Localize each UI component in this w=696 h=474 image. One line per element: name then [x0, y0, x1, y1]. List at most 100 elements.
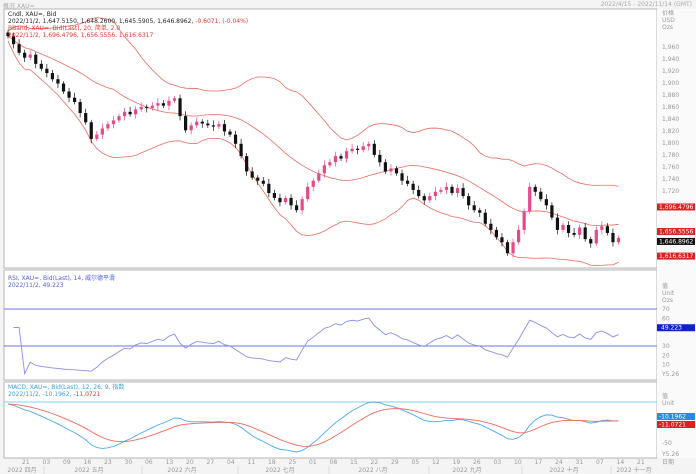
candle-body — [84, 113, 88, 123]
candle-body — [17, 44, 21, 53]
rsi-value: 2022/11/2, 49.223 — [8, 282, 64, 289]
candle-body — [328, 162, 332, 166]
day-tick-label: 20 — [186, 459, 194, 466]
candle-body — [533, 186, 537, 192]
price-tick-label: 1,960 — [662, 44, 679, 51]
candle-body — [522, 211, 526, 230]
candle-body — [600, 226, 604, 230]
date-range: 2022/4/15 - 2022/11/14 (GMT) — [600, 1, 692, 8]
candle-body — [261, 180, 265, 184]
candle-body — [572, 232, 576, 235]
candle-body — [489, 223, 493, 230]
macd-signal-badge-text: -11.0721 — [659, 422, 686, 429]
candle-body — [461, 188, 465, 197]
day-tick-label: 31 — [576, 459, 584, 466]
candle-body — [300, 199, 304, 211]
rsi-axis-header: Ozs — [662, 297, 673, 304]
candle-body — [45, 68, 49, 74]
day-tick-label: 15 — [350, 459, 358, 466]
day-tick-label: 17 — [535, 459, 543, 466]
candle-body — [500, 237, 504, 243]
bband-upper — [7, 17, 619, 187]
month-label: 2022 八月 — [358, 467, 387, 474]
day-tick-label: 07 — [596, 459, 604, 466]
candle-body — [605, 226, 609, 233]
candle-body — [11, 36, 16, 45]
day-tick-label: 08 — [330, 459, 338, 466]
price-tick-label: 1,840 — [662, 116, 679, 123]
day-tick-label: 11 — [248, 459, 256, 466]
upper-band-badge-text: 1,696.4796 — [659, 204, 694, 211]
rsi-axis-header: 值 — [662, 282, 668, 290]
candle-body — [539, 191, 543, 200]
day-tick-label: 09 — [63, 459, 71, 466]
month-label: 2022 九月 — [452, 466, 481, 474]
candle-body — [50, 73, 54, 80]
candle-body — [511, 242, 515, 254]
candle-body — [394, 168, 399, 174]
candle-body — [422, 196, 426, 201]
candle-body — [478, 210, 482, 213]
candle-body — [6, 32, 10, 37]
day-tick-label: 13 — [166, 459, 174, 466]
macd-legend: MACD, XAU=, Bid(Last), 12, 26, 9, 指数 202… — [8, 384, 124, 398]
day-tick-label: 29 — [391, 459, 399, 466]
series-name: Cndl, XAU=, Bid — [8, 11, 57, 18]
candle-body — [217, 124, 221, 127]
month-label: 2022 七月 — [265, 466, 294, 474]
rsi-name: RSI, XAU=, Bid(Last), 14, 威尔德平滑 — [8, 275, 116, 282]
candle-body — [450, 186, 454, 193]
candle-body — [178, 98, 182, 117]
macd-signal-badge — [657, 421, 695, 428]
candle-body — [161, 103, 165, 106]
macd-signal-value: -11.0721 — [73, 391, 101, 398]
candle-body — [483, 212, 487, 224]
candle-body — [517, 229, 521, 243]
day-tick-label: 01 — [309, 459, 317, 466]
macd-axis-header: Unit — [662, 400, 675, 407]
rsi-tick-label: 10 — [662, 362, 670, 369]
candle-body — [89, 122, 93, 139]
candle-body — [184, 116, 188, 131]
candle-body — [594, 229, 598, 244]
macd-tick-label: -50 — [662, 440, 672, 447]
day-tick-label: 03 — [43, 459, 51, 466]
candle-body — [189, 125, 193, 131]
candle-body — [372, 143, 376, 155]
candle-body — [550, 205, 554, 218]
candle-body — [134, 109, 138, 115]
day-tick-label: 25 — [289, 459, 297, 466]
candle-body — [311, 180, 315, 187]
candle-body — [333, 156, 338, 163]
candle-body — [67, 91, 71, 98]
candle-body — [295, 205, 299, 211]
candle-body — [117, 116, 121, 121]
day-tick-label: 23 — [104, 459, 112, 466]
candle-body — [383, 162, 387, 172]
price-tick-label: 1,760 — [662, 164, 679, 171]
candle-body — [339, 156, 343, 159]
day-tick-label: 06 — [145, 459, 153, 466]
candle-body — [167, 100, 171, 106]
lower-band-badge — [657, 252, 695, 260]
price-tick-label: 1,860 — [662, 104, 679, 111]
day-tick-label: 30 — [125, 459, 133, 466]
ohlc-values: 2022/11/2, 1,647.5150, 1,648.2600, 1,645… — [8, 18, 194, 25]
day-tick-label: 22 — [371, 459, 379, 466]
rsi-tick-label: 60 — [662, 315, 670, 322]
candle-body — [583, 227, 587, 240]
candle-body — [156, 103, 160, 106]
candle-body — [28, 54, 32, 58]
day-tick-label: 18 — [268, 459, 276, 466]
candle-body — [544, 199, 548, 206]
candle-body — [344, 151, 349, 159]
window-title: 概况 XAU= — [3, 3, 35, 10]
rsi-axis-header: Unit — [662, 290, 675, 297]
candle-body — [494, 229, 498, 238]
candle-body — [455, 188, 460, 193]
candle-body — [406, 180, 410, 184]
rsi-badge-text: 49.223 — [661, 325, 682, 332]
macd-signal-line — [7, 403, 619, 447]
last-price-badge-text: 1,646.8962 — [659, 238, 694, 245]
